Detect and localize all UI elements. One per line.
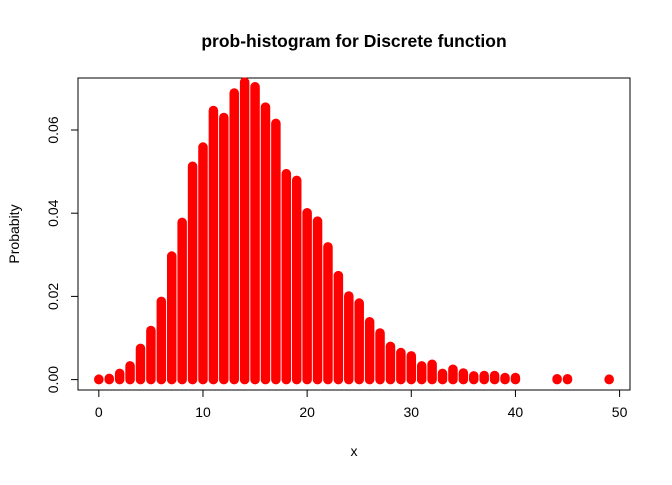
y-tick-label: 0.06	[45, 116, 61, 143]
y-tick-label: 0.00	[45, 366, 61, 393]
y-axis: 0.00 0.02 0.04 0.06	[45, 116, 79, 393]
x-axis-label: x	[351, 443, 358, 459]
x-tick-label: 40	[508, 404, 524, 420]
bars-group	[94, 77, 614, 385]
x-tick-label: 20	[299, 404, 315, 420]
x-tick-label: 30	[403, 404, 419, 420]
y-tick-label: 0.04	[45, 199, 61, 226]
chart-title: prob-histogram for Discrete function	[201, 31, 506, 51]
y-tick-label: 0.02	[45, 283, 61, 310]
x-tick-label: 50	[612, 404, 628, 420]
x-tick-label: 0	[95, 404, 103, 420]
y-axis-label: Probabity	[6, 204, 22, 263]
x-tick-label: 10	[195, 404, 211, 420]
x-axis: 0 10 20 30 40 50	[95, 389, 628, 420]
